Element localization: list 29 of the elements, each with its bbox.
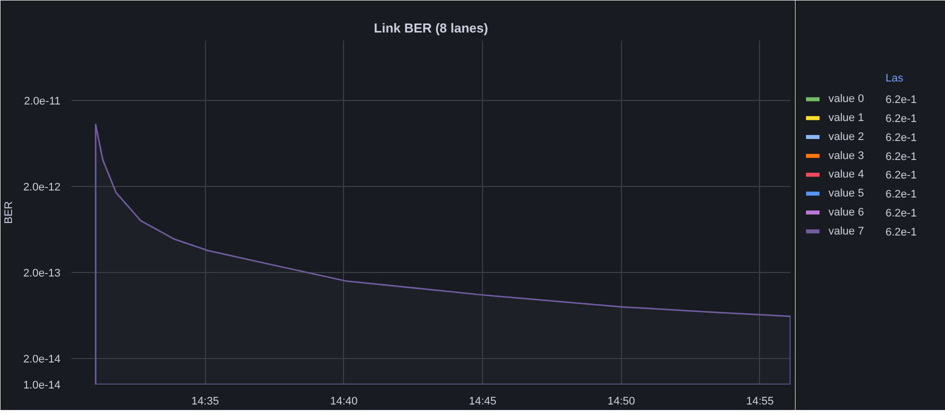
text: 6.2e-1 [886,208,917,220]
y-tick-label: 2.0e-11 [24,96,61,108]
y-tick-label: 1.0e-14 [23,380,61,392]
text: 6.2e-1 [886,94,917,106]
y-tick-label: 2.0e-12 [23,182,61,194]
legend-label: value 6 [828,206,864,218]
x-tick-label: 14:35 [191,396,219,408]
text: 6.2e-1 [886,132,917,144]
legend-label: value 5 [828,188,864,200]
text: 6.2e-1 [886,113,917,126]
x-tick-label: 14:50 [608,396,636,408]
text: 6.2e-1 [886,170,917,182]
text: 6.2e-1 [886,226,917,238]
y-tick-label: 2.0e-14 [23,354,61,366]
legend-label: value 0 [828,93,864,106]
legend-label: value 4 [828,168,864,181]
x-tick-label: 14:55 [746,396,774,408]
x-tick-label: 14:40 [330,396,358,408]
text: 6.2e-1 [886,188,917,201]
chart-title: Link BER (8 lanes) [374,20,488,36]
x-tick-label: 14:45 [468,396,496,408]
legend-label: value 7 [828,225,864,238]
legend-title: Las [886,72,904,84]
text: 6.2e-1 [886,150,917,163]
y-axis-title: BER [3,201,16,224]
y-tick-label: 2.0e-13 [23,268,61,280]
legend-label: value 1 [828,112,864,124]
legend-label: value 3 [828,150,864,162]
legend-label: value 2 [828,130,864,143]
